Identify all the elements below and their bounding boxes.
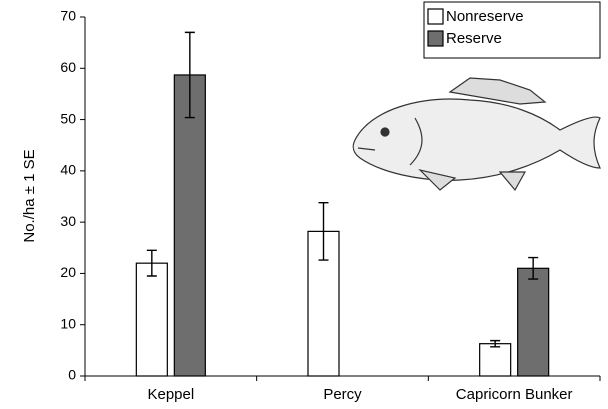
y-tick-label: 30 bbox=[60, 213, 76, 229]
y-axis-label: No./ha ± 1 SE bbox=[21, 149, 38, 242]
x-tick-label: Percy bbox=[323, 386, 362, 403]
error-bar bbox=[490, 339, 501, 348]
x-tick-label: Keppel bbox=[147, 386, 194, 403]
legend-swatch bbox=[427, 8, 444, 25]
y-tick-label: 10 bbox=[60, 315, 76, 331]
legend-box bbox=[423, 1, 601, 59]
error-bar bbox=[318, 201, 329, 261]
error-bar bbox=[146, 249, 157, 277]
bar bbox=[517, 267, 550, 377]
legend-swatch bbox=[427, 30, 444, 47]
error-bar bbox=[528, 256, 539, 280]
y-tick-label: 60 bbox=[60, 59, 76, 75]
bar bbox=[135, 262, 168, 377]
x-tick-label: Capricorn Bunker bbox=[456, 386, 573, 403]
legend-label: Reserve bbox=[446, 30, 502, 47]
bar bbox=[479, 343, 512, 377]
y-tick-label: 50 bbox=[60, 110, 76, 126]
bar bbox=[173, 74, 206, 377]
fish-illustration bbox=[352, 77, 601, 192]
y-tick-label: 40 bbox=[60, 162, 76, 178]
legend-label: Nonreserve bbox=[446, 8, 524, 25]
error-bar bbox=[184, 31, 195, 119]
y-tick-label: 0 bbox=[68, 367, 76, 383]
y-tick-label: 20 bbox=[60, 264, 76, 280]
y-tick-label: 70 bbox=[60, 8, 76, 24]
